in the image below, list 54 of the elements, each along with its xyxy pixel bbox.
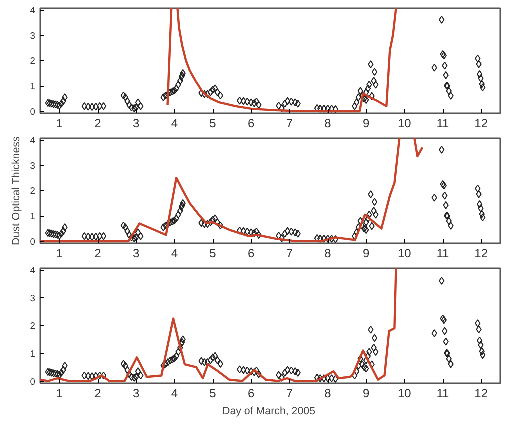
line-series (40, 268, 398, 382)
y-tick-label: 4 (30, 266, 36, 276)
y-tick-label: 0 (30, 376, 36, 387)
y-tick-label: 1 (30, 82, 36, 92)
x-tick-label: 8 (324, 246, 332, 260)
x-axis-title: Day of March, 2005 (222, 406, 316, 418)
y-tick-label: 4 (30, 6, 36, 16)
x-tick-label: 3 (132, 116, 140, 130)
y-tick-label: 0 (30, 236, 36, 247)
x-tick-label: 2 (94, 386, 102, 400)
y-tick-label: 4 (30, 136, 36, 146)
x-tick-label: 10 (398, 116, 412, 130)
x-tick-label: 3 (132, 246, 140, 260)
y-tick-label: 0 (30, 106, 36, 117)
x-tick-label: 8 (324, 116, 332, 130)
x-tick-label: 1 (56, 386, 64, 400)
x-tick-label: 9 (362, 116, 370, 130)
x-tick-label: 12 (474, 246, 488, 260)
x-tick-label: 6 (248, 386, 255, 400)
x-tick-label: 6 (248, 116, 255, 130)
x-tick-label: 7 (286, 386, 294, 400)
x-tick-label: 5 (210, 246, 217, 260)
x-tick-label: 10 (398, 386, 412, 400)
y-tick-label: 1 (30, 212, 36, 222)
x-tick-label: 11 (436, 386, 450, 400)
x-tick-label: 12 (474, 386, 488, 400)
x-tick-label: 4 (171, 116, 178, 130)
x-tick-label: 10 (398, 246, 412, 260)
x-tick-label: 9 (362, 246, 370, 260)
x-tick-label: 3 (132, 386, 140, 400)
x-tick-label: 5 (210, 116, 217, 130)
x-tick-label: 11 (436, 246, 450, 260)
y-tick-label: 2 (30, 186, 36, 196)
x-tick-label: 8 (324, 386, 332, 400)
x-tick-label: 12 (474, 116, 488, 130)
x-tick-label: 2 (94, 116, 102, 130)
x-tick-label: 7 (286, 246, 294, 260)
x-tick-label: 1 (56, 246, 64, 260)
x-tick-label: 5 (210, 386, 217, 400)
y-tick-label: 3 (30, 160, 36, 171)
y-tick-label: 2 (30, 321, 36, 332)
x-tick-label: 4 (171, 386, 178, 400)
x-tick-label: 11 (436, 116, 450, 130)
y-tick-label: 2 (30, 56, 36, 66)
y-tick-label: 3 (30, 293, 36, 304)
y-tick-label: 1 (30, 349, 36, 359)
y-tick-label: 3 (30, 30, 36, 41)
x-tick-label: 1 (56, 116, 64, 130)
x-tick-label: 7 (286, 116, 294, 130)
x-tick-label: 6 (248, 246, 255, 260)
x-tick-label: 2 (94, 246, 102, 260)
x-tick-label: 9 (362, 386, 370, 400)
x-tick-label: 4 (171, 246, 178, 260)
y-axis-title: Dust Optical Thickness (10, 136, 22, 246)
